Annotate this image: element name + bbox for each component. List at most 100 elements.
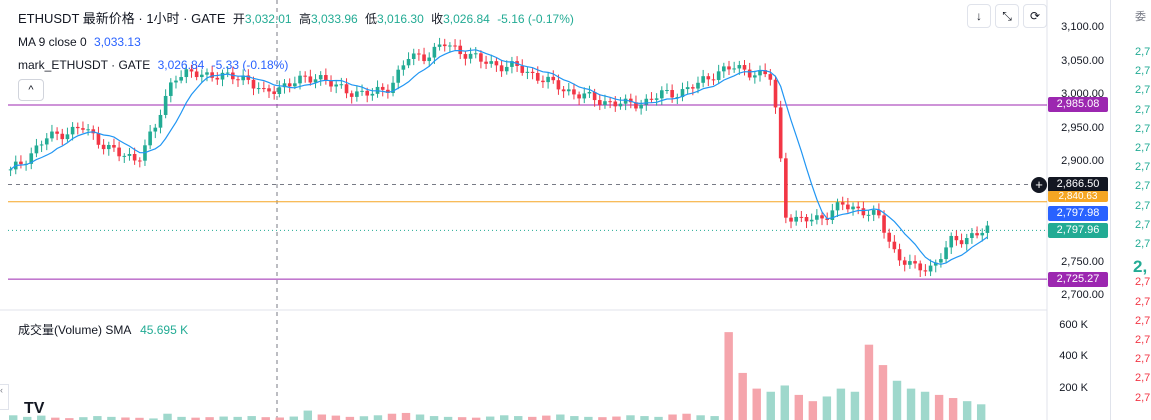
crosshair-price-tag: 2,866.50 [1048,177,1108,192]
volume-bar [163,413,172,420]
candle-body [81,128,85,130]
candle-body [370,93,375,96]
candle-body [293,83,297,87]
volume-legend[interactable]: 成交量(Volume) SMA 45.695 K [18,321,188,338]
ma-legend[interactable]: MA 9 close 0 3,033.13 [18,35,145,49]
volume-bar [443,416,453,420]
candle-body [225,72,230,74]
reset-button[interactable]: ⟳ [1023,4,1047,28]
candle-body [913,261,917,264]
candle-body [494,61,499,66]
candle-body [639,104,643,109]
order-book-row: 2,7 [1135,353,1151,366]
candle-body [282,83,287,88]
scroll-down-button[interactable]: ↓ [967,4,991,28]
volume-bar [640,416,649,420]
price-chart[interactable] [0,0,1110,420]
reset-icon: ⟳ [1029,9,1041,23]
candle-body [329,80,333,87]
candle-body [753,75,757,78]
volume-bar [780,385,789,420]
volume-bar [584,416,593,420]
mark-price-tag: 2,797.98 [1048,206,1108,221]
candle-body [773,79,778,108]
candle-body [453,45,457,47]
candle-body [504,66,509,72]
volume-bar [724,332,733,420]
volume-bar [598,417,607,420]
candle-body [944,247,948,260]
volume-bar [65,418,74,420]
candle-body [194,71,199,78]
candle-body [794,216,798,222]
candle-body [809,219,814,222]
price-tick-label: 2,700.00 [1061,289,1104,301]
volume-bar [261,417,270,420]
mark-value: 3,026.84 [157,58,205,72]
order-book-row: 2,7 [1135,372,1151,385]
open-value: 3,032.01 [244,12,292,26]
volume-bar [23,416,32,420]
candle-body [732,68,736,70]
order-book-row: 2,7 [1135,161,1151,174]
add-alert-button[interactable]: + [1031,177,1047,193]
candle-body [644,98,649,105]
order-book-row: 2,7 [1135,314,1151,327]
candle-body [117,147,121,157]
volume-bar [79,417,88,420]
volume-bar [850,391,860,420]
candle-body [634,102,638,109]
candle-body [727,66,731,70]
order-book-row: 2,7 [1135,276,1151,289]
candle-body [246,75,251,80]
candle-body [298,75,302,84]
low-value: 3,016.30 [377,12,424,26]
volume-bar [976,404,986,420]
candle-body [768,74,773,80]
volume-bar [542,415,551,420]
side-toggle[interactable]: ‹ [0,384,9,410]
candle-body [685,87,690,90]
volume-bar [373,415,383,420]
candle-body [401,65,406,70]
candle-body [665,90,669,92]
candle-body [597,100,602,105]
candle-body [427,57,432,62]
volume-tick-label: 600 K [1059,318,1088,331]
arrow-down-icon: ↓ [976,9,982,23]
candle-body [623,98,628,104]
candle-body [815,215,819,220]
candle-body [711,79,716,81]
volume-bar [962,401,972,420]
candle-body [34,145,39,154]
volume-bar [920,391,930,420]
mark-legend[interactable]: mark_ETHUSDT · GATE 3,026.84 -5.33 (-0.1… [18,58,292,72]
order-book-panel: 委 2,7 2,7 2,7 2,7 2,7 2,7 2,7 2,7 2,7 2,7 2,7 2, 2,7… [1110,0,1151,420]
candle-body [840,202,845,205]
order-book-row: 2,7 [1135,334,1151,346]
maximize-button[interactable]: ⤡ [995,4,1019,28]
chart-area[interactable]: ETHUSDT 最新价格 · 1小时 · GATE 开3,032.01 高3,0… [0,0,1110,420]
candle-body [696,82,700,89]
candle-body [856,206,861,209]
candle-body [675,97,680,99]
candle-body [742,65,747,70]
candle-body [933,262,938,266]
candle-body [618,103,623,107]
candle-body [106,145,111,150]
candle-body [50,131,54,139]
volume-bar [612,416,621,420]
candle-body [205,72,209,75]
candle-body [871,210,876,215]
symbol-legend: ETHUSDT 最新价格 · 1小时 · GATE 开3,032.01 高3,0… [18,8,578,27]
candle-body [556,80,561,90]
volume-bar [177,416,186,420]
candle-body [701,76,705,83]
candle-body [789,217,793,222]
order-book-row: 2,7 [1135,391,1151,404]
candle-body [303,75,307,77]
collapse-legend-button[interactable]: ^ [18,79,44,101]
order-book-row: 2,7 [1135,122,1151,135]
volume-bar [331,415,341,420]
volume-bar [303,410,313,420]
